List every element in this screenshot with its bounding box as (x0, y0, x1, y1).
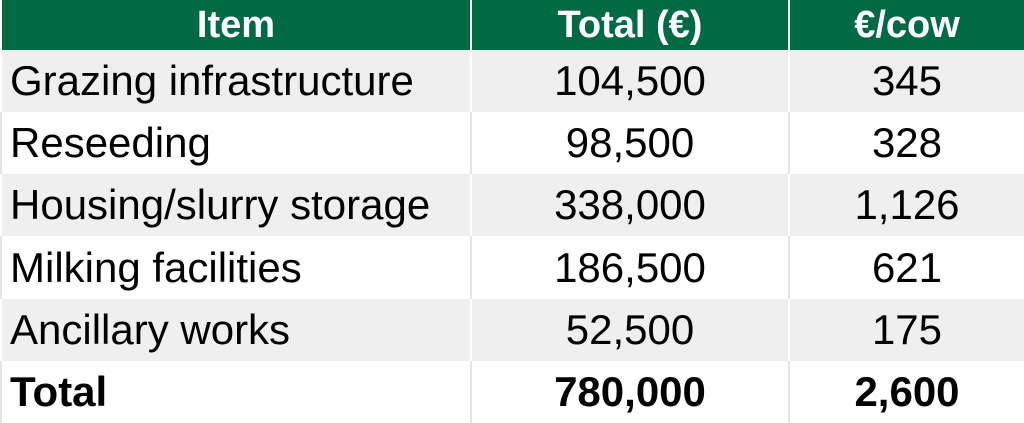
item-cell: Milking facilities (0, 236, 472, 299)
value-cell: 338,000 (470, 174, 790, 237)
value-cell: 345 (788, 50, 1024, 113)
item-cell: Total (0, 360, 472, 423)
item-cell: Ancillary works (0, 298, 472, 361)
value-cell: 104,500 (470, 50, 790, 113)
header-cell: €/cow (788, 0, 1024, 50)
table-body: Grazing infrastructure 104,500 345 Reseedin… (0, 50, 1024, 423)
value-cell: 52,500 (470, 298, 790, 361)
value-cell: 98,500 (470, 112, 790, 175)
value-cell: 1,126 (788, 174, 1024, 237)
item-cell: Grazing infrastructure (0, 50, 472, 113)
table-row: Grazing infrastructure 104,500 345 (0, 50, 1024, 113)
header-cell: Total (€) (470, 0, 790, 50)
table-row: Housing/slurry storage 338,000 1,126 (0, 174, 1024, 237)
item-cell: Reseeding (0, 112, 472, 175)
value-cell: 780,000 (470, 360, 790, 423)
value-cell: 186,500 (470, 236, 790, 299)
table-row: Milking facilities 186,500 621 (0, 236, 1024, 299)
table-row: Reseeding 98,500 328 (0, 112, 1024, 175)
total-row: Total 780,000 2,600 (0, 360, 1024, 423)
header-row: Item Total (€) €/cow (0, 0, 1024, 50)
value-cell: 328 (788, 112, 1024, 175)
value-cell: 175 (788, 298, 1024, 361)
value-cell: 621 (788, 236, 1024, 299)
header-cell: Item (0, 0, 472, 50)
table-row: Ancillary works 52,500 175 (0, 298, 1024, 361)
item-cell: Housing/slurry storage (0, 174, 472, 237)
value-cell: 2,600 (788, 360, 1024, 423)
